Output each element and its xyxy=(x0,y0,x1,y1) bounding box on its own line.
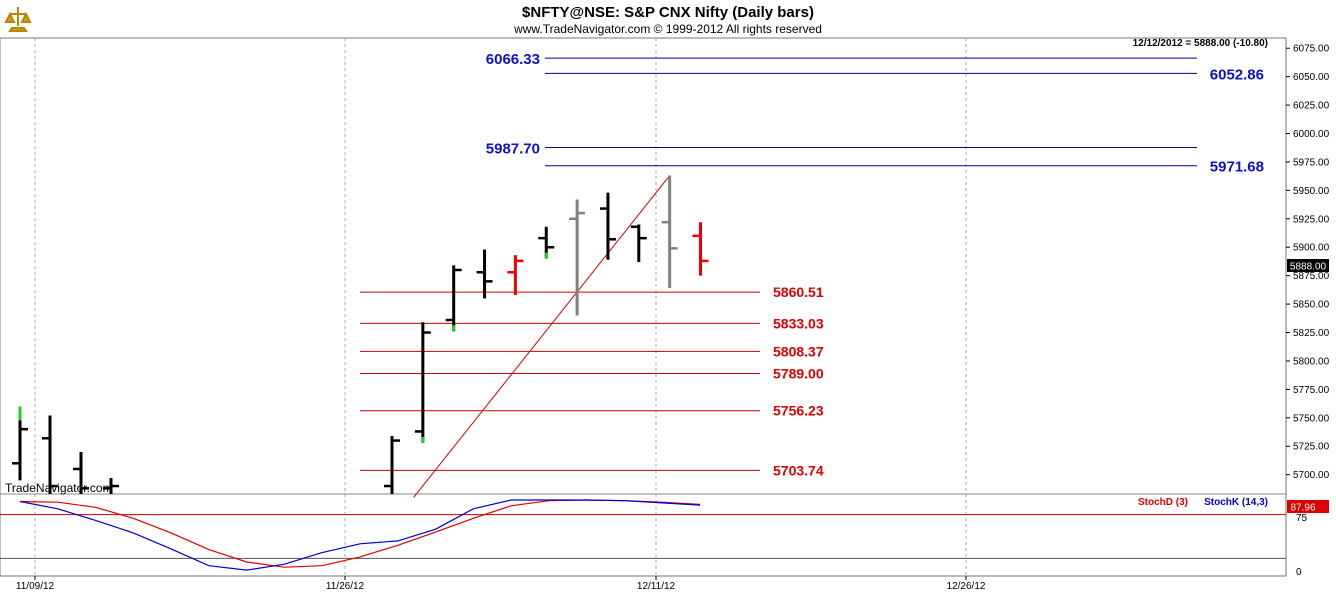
last-quote-text: 12/12/2012 = 5888.00 (-10.80) xyxy=(1133,38,1268,49)
red-level-label: 5789.00 xyxy=(773,365,824,381)
x-tick-label: 12/26/12 xyxy=(947,581,986,592)
y-tick-label: 5975.00 xyxy=(1293,157,1330,168)
y-tick-label: 5825.00 xyxy=(1293,328,1330,339)
current-price-label: 5888.00 xyxy=(1290,262,1327,273)
y-tick-label: 5775.00 xyxy=(1293,385,1330,396)
y-tick-label: 5925.00 xyxy=(1293,214,1330,225)
ohlc-bars xyxy=(12,175,709,494)
y-tick-label: 5875.00 xyxy=(1293,271,1330,282)
blue-level-label: 6066.33 xyxy=(486,51,540,68)
stoch-value-label: 87.96 xyxy=(1290,503,1315,514)
stochk-line xyxy=(19,499,701,571)
red-level-label: 5808.37 xyxy=(773,343,824,359)
ohlc-bar xyxy=(630,224,647,263)
trend-layer xyxy=(413,175,671,498)
ohlc-bar xyxy=(445,265,462,332)
ohlc-bar xyxy=(538,226,555,259)
current-price-box xyxy=(1287,259,1329,272)
ohlc-bar xyxy=(507,255,524,295)
blue-level-label: 5987.70 xyxy=(486,141,540,158)
trend-line xyxy=(413,175,671,498)
legend-stochd: StochD (3) xyxy=(1138,497,1188,508)
x-tick-label: 12/11/12 xyxy=(637,581,676,592)
x-tick-label: 11/09/12 xyxy=(16,581,55,592)
ohlc-bar xyxy=(692,222,709,276)
y-tick-label: 6000.00 xyxy=(1293,129,1330,140)
copyright-text: www.TradeNavigator.com © 1999-2012 All r… xyxy=(513,22,822,36)
ohlc-bar xyxy=(73,451,89,494)
y-tick-label: 6075.00 xyxy=(1293,44,1330,55)
ohlc-bar xyxy=(12,406,28,481)
ohlc-bar xyxy=(661,175,678,289)
plot-frame xyxy=(0,37,1287,577)
red-level-label: 5756.23 xyxy=(773,403,824,419)
y-tick-label: 5750.00 xyxy=(1293,413,1330,424)
blue-level-label: 5971.68 xyxy=(1210,159,1264,176)
ohlc-bar xyxy=(476,249,493,299)
x-tick-label: 11/26/12 xyxy=(326,581,365,592)
trade-navigator-logo-icon xyxy=(4,4,32,32)
red-level-label: 5860.51 xyxy=(773,284,824,300)
y-tick-label: 6025.00 xyxy=(1293,101,1330,112)
red-level-label: 5833.03 xyxy=(773,315,824,331)
red-level-label: 5703.74 xyxy=(773,462,824,478)
y-tick-label: 5950.00 xyxy=(1293,186,1330,197)
y-tick-label: 5850.00 xyxy=(1293,300,1330,311)
chart-title: $NFTY@NSE: S&P CNX Nifty (Daily bars) xyxy=(522,4,814,21)
legend-stochk: StochK (14,3) xyxy=(1204,497,1268,508)
y-tick-label: 6050.00 xyxy=(1293,72,1330,83)
levels-layer: 6066.33 6052.86 5987.70 5971.68 5860.51 5833.… xyxy=(360,51,1264,478)
x-axis-ticks: 11/09/12 11/26/12 12/11/12 12/26/12 xyxy=(16,576,986,592)
watermark-text: TradeNavigator.com xyxy=(5,481,113,495)
stochastic-panel xyxy=(0,499,1286,571)
ohlc-bar xyxy=(599,192,616,260)
stoch-tick-75: 75 xyxy=(1296,513,1308,524)
ohlc-bar xyxy=(414,322,431,443)
ohlc-bar xyxy=(42,415,58,494)
blue-level-label: 6052.86 xyxy=(1210,66,1264,83)
ohlc-bar xyxy=(103,478,119,494)
y-tick-label: 5800.00 xyxy=(1293,356,1330,367)
stoch-value-box xyxy=(1287,500,1329,513)
y-tick-label: 5900.00 xyxy=(1293,243,1330,254)
ohlc-bar xyxy=(384,436,400,494)
y-tick-label: 5700.00 xyxy=(1293,470,1330,481)
ohlc-bar xyxy=(569,199,586,316)
stoch-tick-0: 0 xyxy=(1296,567,1302,578)
y-axis-ticks: 5700.00 5725.00 5750.00 5775.00 5800.00 5825.… xyxy=(1286,44,1330,481)
y-tick-label: 5725.00 xyxy=(1293,442,1330,453)
